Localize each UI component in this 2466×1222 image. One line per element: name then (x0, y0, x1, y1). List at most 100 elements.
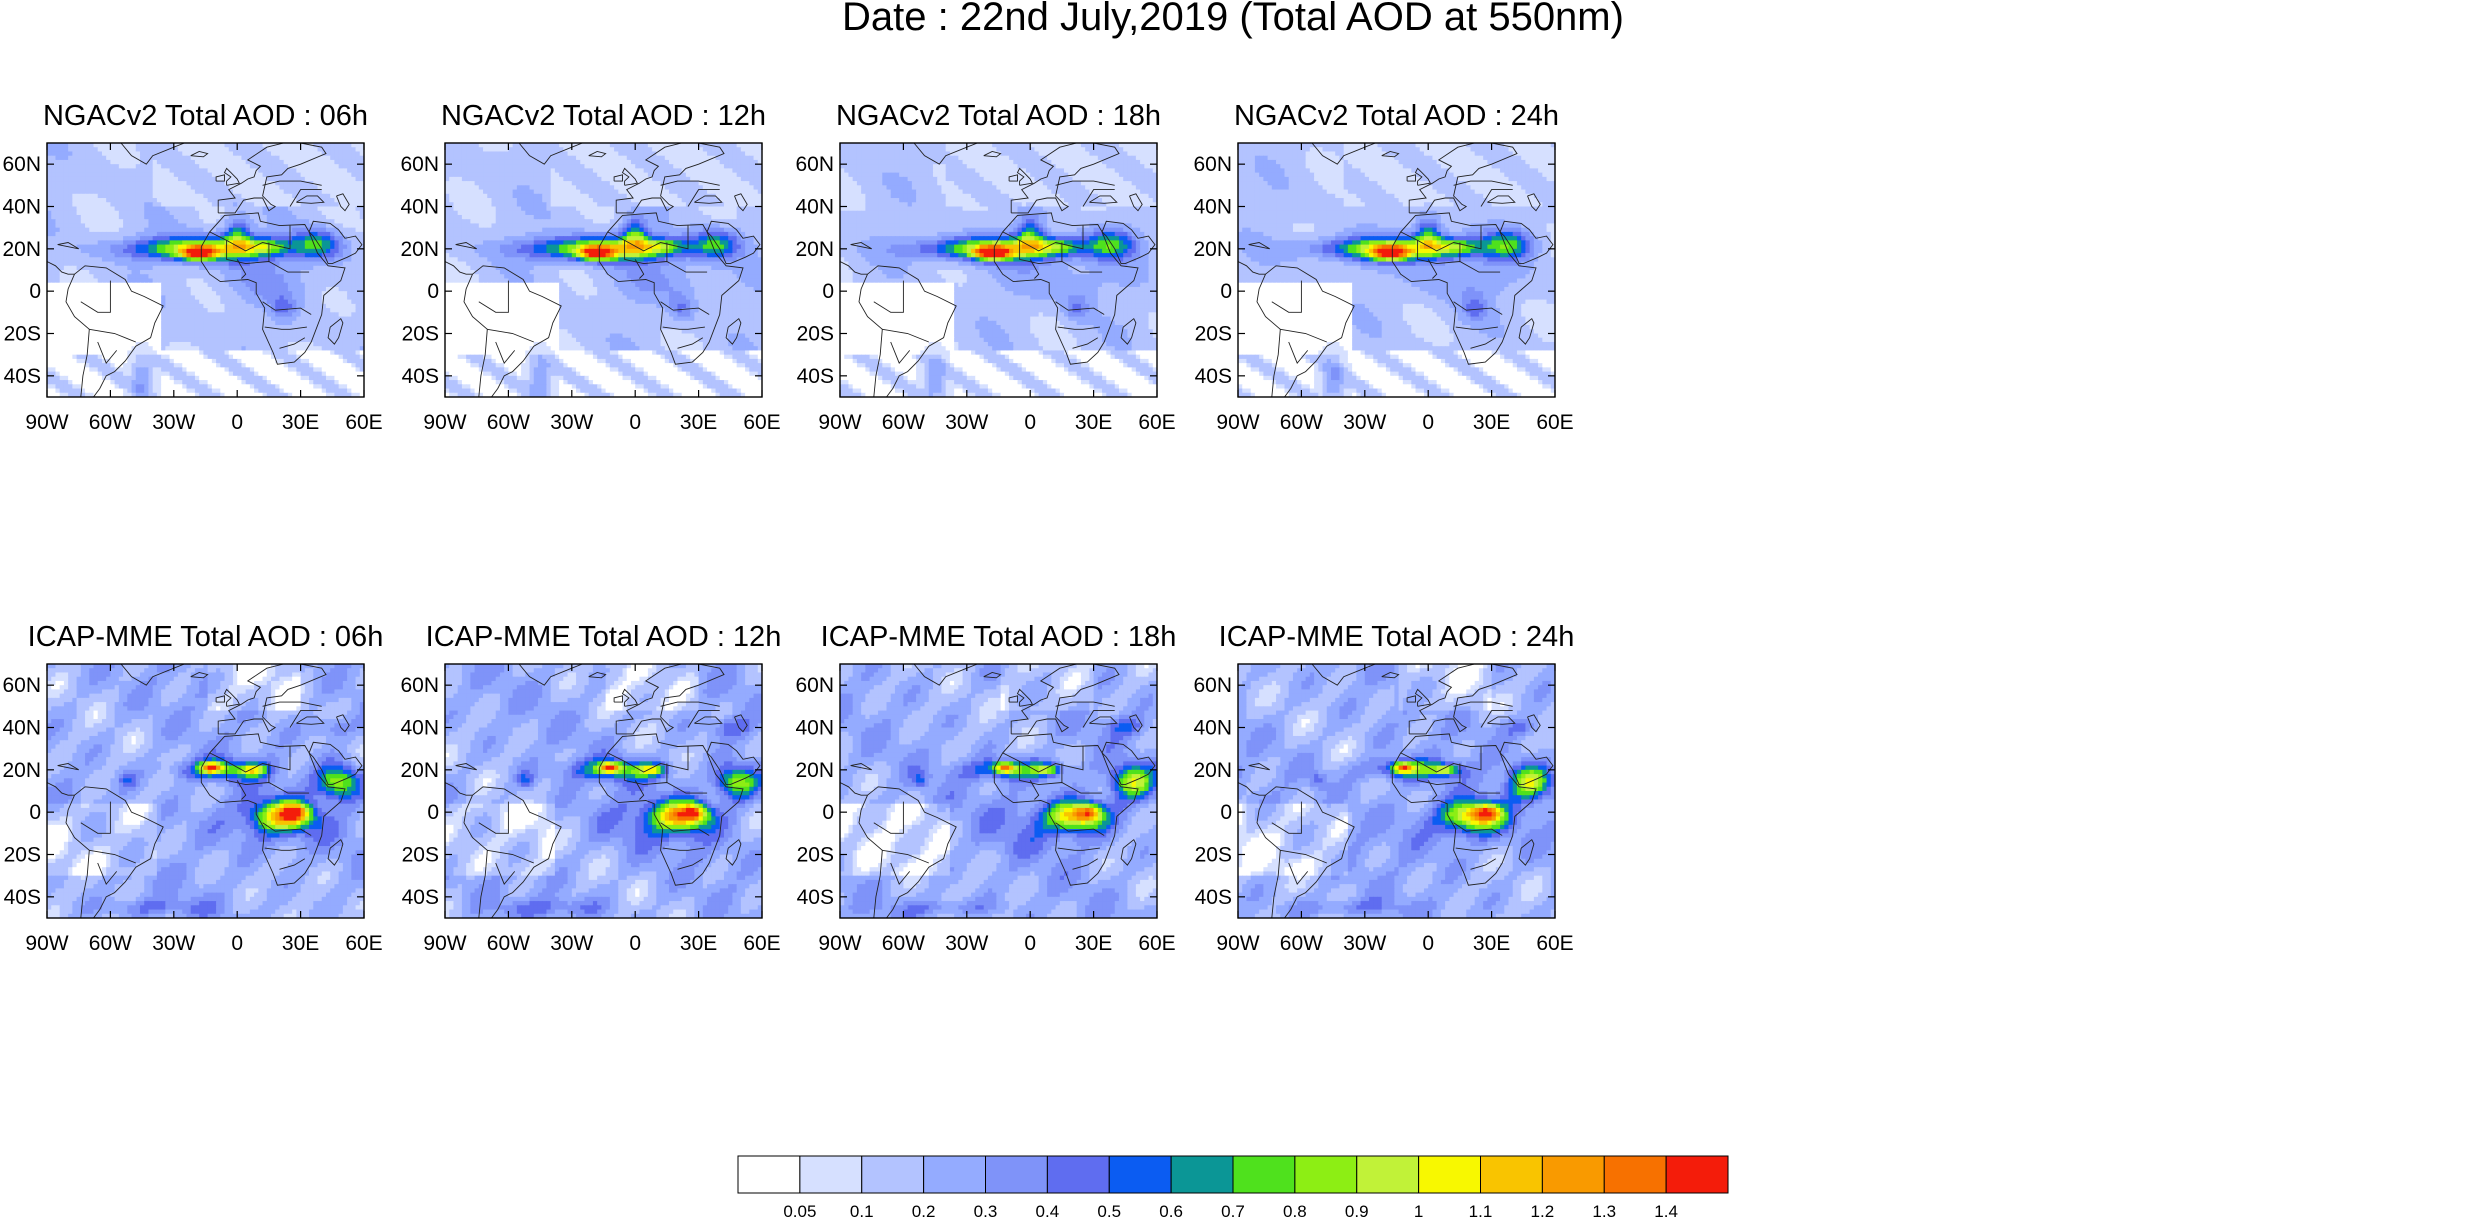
y-tick-label: 40N (1193, 196, 1232, 219)
x-tick-label: 90W (423, 932, 466, 955)
panel-title: ICAP-MME Total AOD : 24h (1219, 621, 1575, 653)
aod-field (1238, 143, 1555, 397)
colorbar-label: 0.5 (1097, 1202, 1121, 1221)
y-tick-label: 40S (4, 886, 41, 909)
x-tick-label: 90W (423, 411, 466, 434)
x-tick-label: 0 (1024, 411, 1036, 434)
colorbar-swatch (1480, 1155, 1543, 1194)
y-tick-label: 40N (795, 717, 834, 740)
colorbar-label: 1 (1414, 1202, 1423, 1221)
x-tick-label: 60W (1280, 411, 1323, 434)
x-tick-label: 60E (1536, 932, 1573, 955)
colorbar-swatch (1665, 1155, 1729, 1194)
x-tick-label: 30W (550, 411, 593, 434)
y-tick-label: 40S (797, 886, 834, 909)
x-tick-label: 60W (882, 411, 925, 434)
x-tick-label: 60W (89, 932, 132, 955)
x-tick-label: 0 (1422, 932, 1434, 955)
y-tick-label: 20S (797, 323, 834, 346)
colorbar-swatch (1232, 1155, 1296, 1194)
y-tick-label: 0 (822, 801, 834, 824)
x-tick-label: 60W (882, 932, 925, 955)
y-tick-label: 60N (795, 674, 834, 697)
colorbar-swatch (1108, 1155, 1172, 1194)
x-tick-label: 60E (1138, 932, 1175, 955)
panel-title: NGACv2 Total AOD : 18h (836, 100, 1161, 132)
y-tick-label: 40S (797, 365, 834, 388)
y-tick-label: 60N (400, 153, 439, 176)
coastlines (840, 143, 1156, 397)
y-tick-label: 0 (29, 280, 41, 303)
y-tick-label: 0 (822, 280, 834, 303)
x-tick-label: 30E (1473, 411, 1510, 434)
x-tick-label: 60W (1280, 932, 1323, 955)
x-tick-label: 30W (152, 932, 195, 955)
x-tick-label: 0 (629, 932, 641, 955)
y-tick-label: 20N (2, 238, 41, 261)
coastlines (1238, 664, 1554, 918)
y-tick-label: 20S (4, 844, 41, 867)
colorbar-swatch (1356, 1155, 1420, 1194)
x-tick-label: 60W (487, 932, 530, 955)
x-tick-label: 0 (1024, 932, 1036, 955)
colorbar: 0.05 0.1 0.2 0.3 0.4 0.5 0.6 0.7 0.8 0.9 1 1.1 1.2 1.… (737, 1155, 1729, 1221)
aod-field (47, 664, 364, 918)
panel-title: NGACv2 Total AOD : 12h (441, 100, 766, 132)
x-tick-label: 30E (680, 411, 717, 434)
x-tick-label: 0 (231, 411, 243, 434)
x-tick-label: 30E (1075, 411, 1112, 434)
map-panel: NGACv2 Total AOD : 24h 90W 60W 30W 0 30E 60E 60… (1193, 100, 1573, 434)
coastlines (445, 143, 761, 397)
y-tick-label: 60N (2, 153, 41, 176)
aod-field (445, 664, 762, 918)
colorbar-label: 0.05 (783, 1202, 816, 1221)
coastlines (47, 664, 363, 918)
plot-frame (1237, 663, 1556, 919)
x-tick-label: 90W (25, 932, 68, 955)
x-tick-label: 30W (945, 411, 988, 434)
y-tick-label: 60N (400, 674, 439, 697)
y-tick-label: 40N (1193, 717, 1232, 740)
colorbar-label: 0.2 (912, 1202, 936, 1221)
coastlines (1238, 143, 1554, 397)
panel-title: ICAP-MME Total AOD : 12h (426, 621, 782, 653)
colorbar-swatch (1418, 1155, 1482, 1194)
colorbar-label: 1.2 (1531, 1202, 1555, 1221)
map-panel: ICAP-MME Total AOD : 12h 90W 60W 30W 0 30E 60E… (400, 621, 781, 955)
map-panel: NGACv2 Total AOD : 06h 90W 60W 30W 0 30E 60E 60… (2, 100, 382, 434)
x-tick-label: 60W (487, 411, 530, 434)
x-tick-label: 30W (152, 411, 195, 434)
plot-frame (46, 663, 365, 919)
x-tick-label: 0 (231, 932, 243, 955)
plot-frame (444, 142, 763, 398)
plot-frame (444, 663, 763, 919)
y-tick-label: 40S (402, 886, 439, 909)
panel-title: ICAP-MME Total AOD : 18h (821, 621, 1177, 653)
colorbar-label: 0.4 (1036, 1202, 1060, 1221)
x-tick-label: 0 (1422, 411, 1434, 434)
y-tick-label: 40S (4, 365, 41, 388)
colorbar-label: 0.9 (1345, 1202, 1369, 1221)
y-tick-label: 0 (427, 801, 439, 824)
y-tick-label: 20S (402, 323, 439, 346)
y-tick-label: 60N (795, 153, 834, 176)
colorbar-swatch (861, 1155, 925, 1194)
colorbar-label: 1.1 (1469, 1202, 1493, 1221)
y-tick-label: 0 (427, 280, 439, 303)
y-tick-label: 20N (2, 759, 41, 782)
x-tick-label: 30E (680, 932, 717, 955)
x-tick-label: 30E (1473, 932, 1510, 955)
x-tick-label: 60E (743, 932, 780, 955)
colorbar-label: 0.1 (850, 1202, 874, 1221)
y-tick-label: 20S (1195, 323, 1232, 346)
x-tick-label: 90W (25, 411, 68, 434)
x-tick-label: 30W (945, 932, 988, 955)
y-tick-label: 20N (400, 238, 439, 261)
panel-title: NGACv2 Total AOD : 24h (1234, 100, 1559, 132)
coastlines (840, 664, 1156, 918)
plot-frame (46, 142, 365, 398)
x-tick-label: 60E (1536, 411, 1573, 434)
colorbar-swatch (923, 1155, 987, 1194)
y-tick-label: 0 (1220, 280, 1232, 303)
